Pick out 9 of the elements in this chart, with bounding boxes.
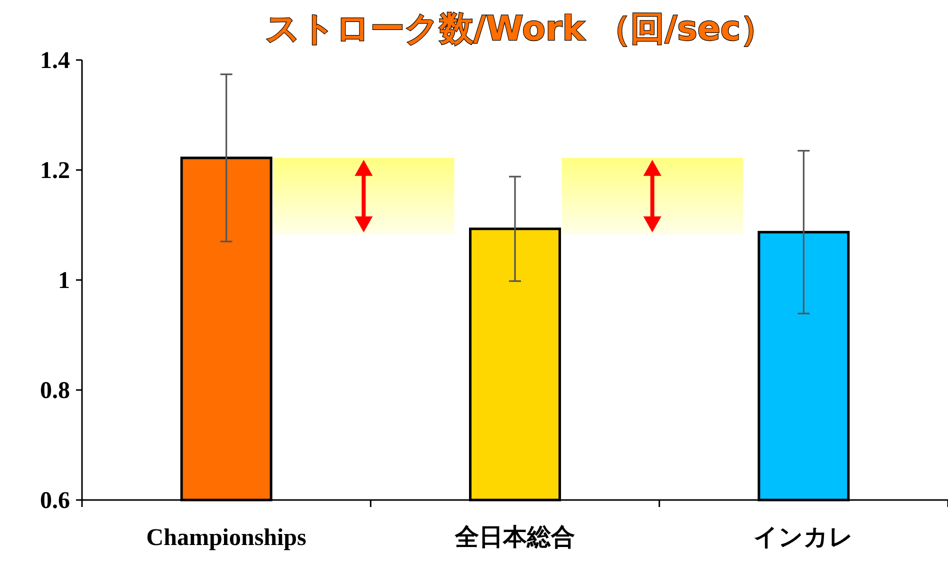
x-tick-label: Championships: [146, 525, 306, 551]
y-tick-label: 0.6: [40, 488, 70, 514]
chart-title: ストローク数/Work （回/sec）: [265, 9, 775, 49]
x-tick-label: 全日本総合: [454, 524, 575, 551]
x-tick-label: インカレ: [754, 525, 854, 551]
y-tick-label: 1: [58, 268, 70, 294]
y-tick-label: 0.8: [40, 378, 70, 404]
y-tick-label: 1.2: [40, 158, 70, 184]
y-tick-label: 1.4: [40, 48, 70, 74]
